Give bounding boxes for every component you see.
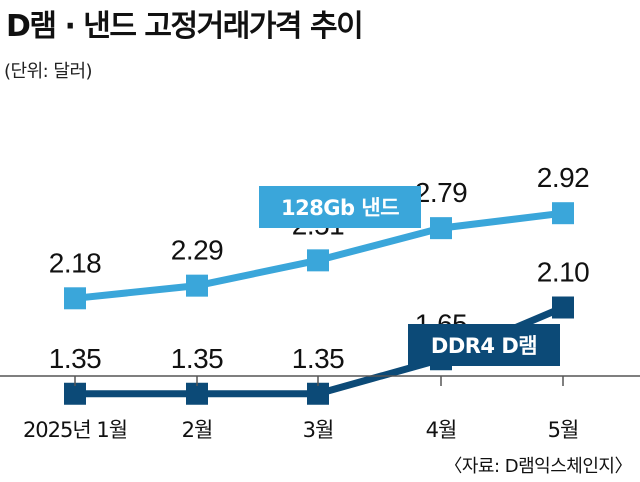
data-label: 2.29 [171,235,224,266]
data-point [186,274,208,297]
x-tick-label: 3월 [303,418,334,442]
data-point [307,249,329,272]
data-label: 1.35 [292,343,345,374]
x-tick-label: 2025년 1월 [23,418,127,442]
data-label: 2.92 [537,162,590,193]
x-tick-label: 5월 [548,418,579,442]
data-label: 2.18 [49,247,102,278]
series-tag-label: 128Gb 낸드 [281,196,399,220]
x-axis: 2025년 1월 2월 3월 4월 5월 [0,375,640,442]
data-point [64,382,86,405]
data-label: 1.35 [49,343,102,374]
series-tag-box [408,324,560,366]
data-point [186,382,208,405]
x-tick-label: 4월 [426,418,457,442]
data-point [430,217,452,240]
series-tag-label: DDR4 D램 [431,334,537,358]
chart-source: 〈자료: D램익스체인지〉 [444,456,632,477]
x-tick-label: 2월 [182,418,213,442]
series-tag-box [259,186,421,228]
data-label: 2.79 [415,177,468,208]
data-point [64,287,86,310]
chart-title: D램 · 낸드 고정거래가격 추이 [6,9,362,44]
data-label: 1.35 [171,343,224,374]
chart-subtitle: (단위: 달러) [4,61,92,82]
data-label: 2.10 [537,257,590,288]
data-point [552,202,574,225]
data-point [552,296,574,319]
data-point [307,382,329,405]
